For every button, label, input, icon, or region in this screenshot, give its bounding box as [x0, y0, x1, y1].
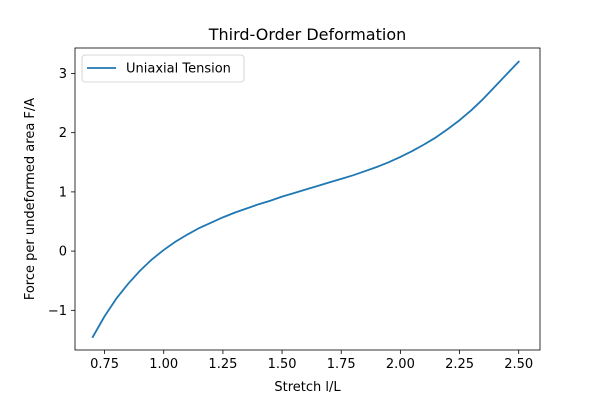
y-axis-label: Force per undeformed area F/A: [23, 98, 38, 300]
plot-area: 0.75 1.00 1.25 1.50 1.75 2.00 2.25 2.50 −1 0 1 2 3: [48, 47, 541, 372]
legend-box: [81, 54, 245, 83]
y-tick-label: 0: [59, 245, 67, 260]
y-tick-label: 3: [59, 67, 67, 82]
x-tick-label: 1.00: [149, 357, 178, 372]
x-tick-label: 1.25: [208, 357, 237, 372]
x-axis-label: Stretch l/L: [274, 380, 341, 395]
x-tick-label: 2.25: [445, 357, 474, 372]
y-tick-label: 1: [59, 185, 67, 200]
chart-title: Third-Order Deformation: [208, 25, 407, 44]
x-axis: 0.75 1.00 1.25 1.50 1.75 2.00 2.25 2.50: [90, 350, 533, 372]
x-tick-label: 2.00: [386, 357, 415, 372]
series-line-0: [91, 60, 520, 339]
plot-frame: [74, 47, 541, 351]
x-tick-label: 1.50: [268, 357, 297, 372]
x-tick-label: 2.50: [504, 357, 533, 372]
series-layer: [91, 60, 520, 339]
x-tick-label: 1.75: [327, 357, 356, 372]
y-axis: −1 0 1 2 3: [48, 67, 75, 319]
y-tick-label: −1: [48, 304, 67, 319]
legend-label: Uniaxial Tension: [126, 62, 231, 77]
legend: Uniaxial Tension: [81, 54, 245, 83]
y-tick-label: 2: [59, 126, 67, 141]
x-tick-label: 0.75: [90, 357, 119, 372]
